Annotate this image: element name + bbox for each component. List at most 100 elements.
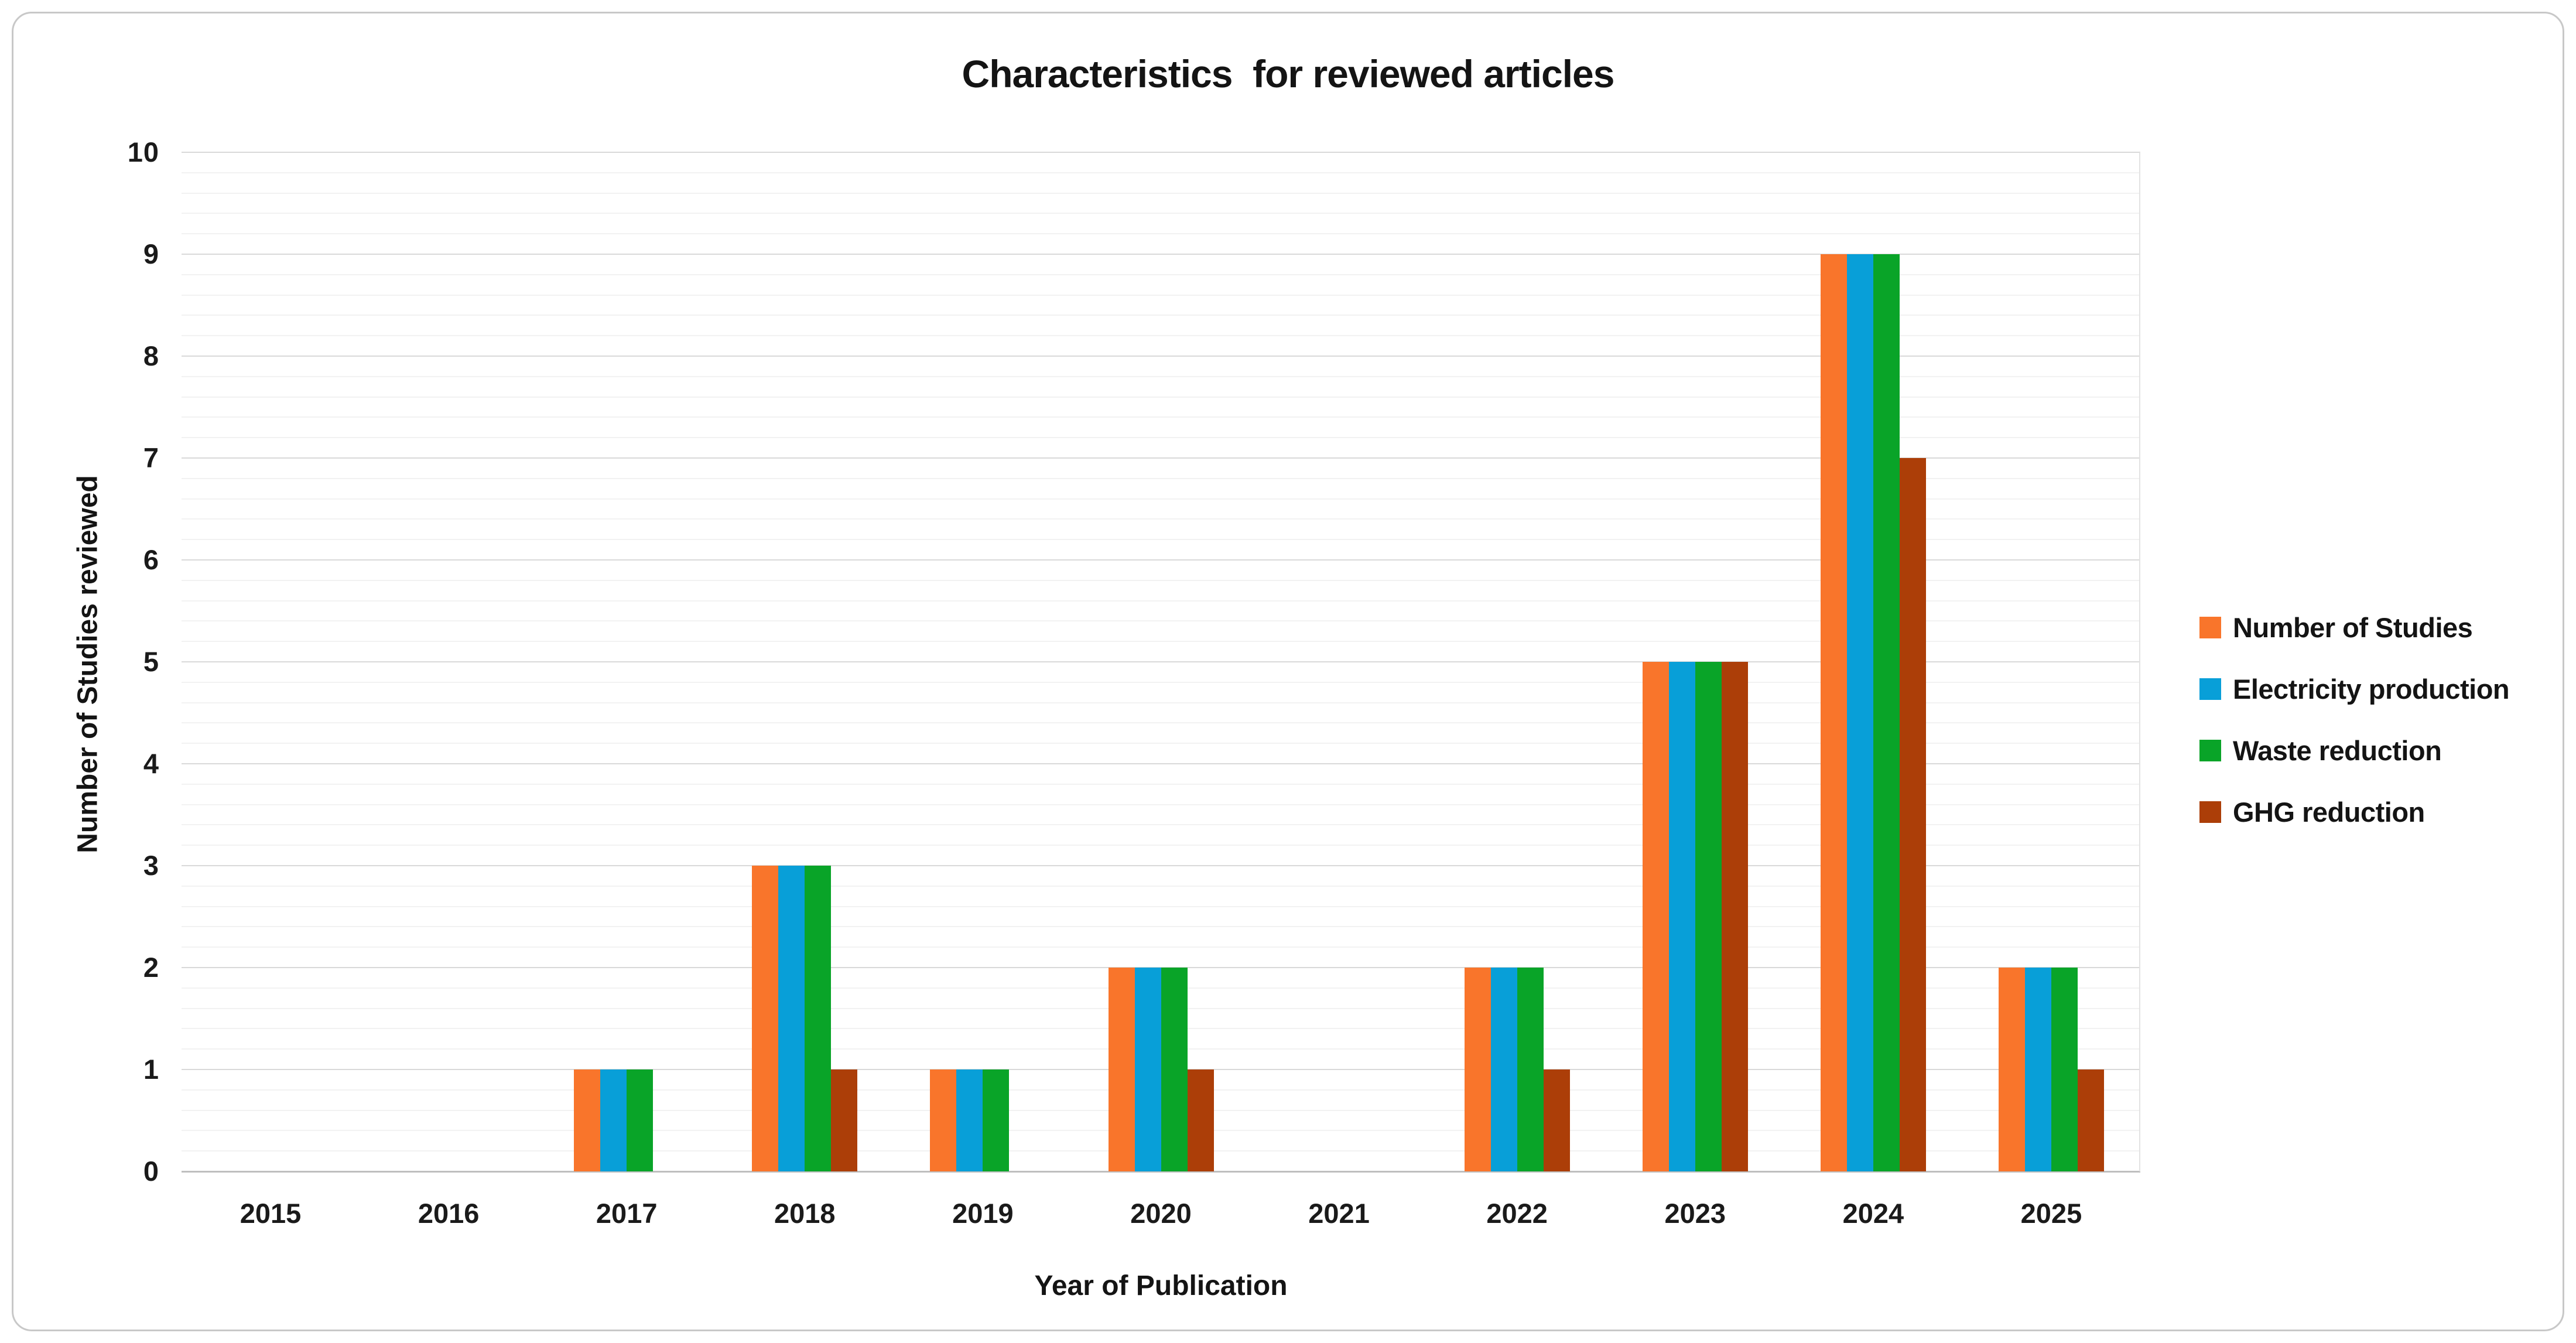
bar-ghg-reduction-2025 [2077, 1069, 2104, 1171]
minor-gridline [182, 905, 2140, 907]
y-tick-label: 8 [143, 340, 159, 371]
minor-gridline [182, 926, 2140, 928]
y-tick-label: 1 [143, 1054, 159, 1085]
bar-number-of-studies-2020 [1108, 968, 1135, 1171]
minor-gridline [182, 620, 2140, 622]
plot-right-edge [2139, 152, 2140, 1171]
minor-gridline [182, 294, 2140, 296]
minor-gridline [182, 335, 2140, 337]
major-gridline [182, 457, 2140, 459]
bar-waste-reduction-2018 [805, 866, 832, 1171]
minor-gridline [182, 396, 2140, 398]
bar-electricity-production-2025 [2024, 968, 2051, 1171]
bar-electricity-production-2020 [1134, 968, 1161, 1171]
x-tick-label: 2020 [1130, 1198, 1192, 1229]
minor-gridline [182, 579, 2140, 581]
bar-waste-reduction-2025 [2051, 968, 2078, 1171]
bar-waste-reduction-2024 [1873, 254, 1900, 1171]
minor-gridline [182, 172, 2140, 173]
minor-gridline [182, 946, 2140, 948]
bar-ghg-reduction-2023 [1721, 662, 1748, 1171]
y-tick-label: 10 [127, 136, 159, 168]
legend-marker-electricity-production [2199, 678, 2221, 700]
x-tick-label: 2022 [1486, 1198, 1548, 1229]
y-tick-label: 6 [143, 544, 159, 575]
x-tick-label: 2018 [774, 1198, 836, 1229]
legend-label: Electricity production [2233, 673, 2510, 705]
minor-gridline [182, 722, 2140, 724]
bar-ghg-reduction-2022 [1543, 1069, 1570, 1171]
major-gridline [182, 254, 2140, 255]
bar-ghg-reduction-2024 [1899, 458, 1926, 1171]
legend-label: GHG reduction [2233, 796, 2425, 828]
y-tick-label: 4 [143, 748, 159, 779]
bar-electricity-production-2023 [1668, 662, 1695, 1171]
minor-gridline [182, 743, 2140, 744]
legend-label: Number of Studies [2233, 611, 2473, 643]
major-gridline [182, 763, 2140, 764]
minor-gridline [182, 274, 2140, 275]
bar-electricity-production-2019 [956, 1069, 983, 1171]
bar-number-of-studies-2022 [1464, 968, 1491, 1171]
bar-waste-reduction-2023 [1695, 662, 1722, 1171]
x-tick-label: 2015 [240, 1198, 302, 1229]
bar-ghg-reduction-2020 [1187, 1069, 1214, 1171]
major-gridline [182, 661, 2140, 662]
minor-gridline [182, 824, 2140, 826]
x-tick-label: 2019 [952, 1198, 1014, 1229]
minor-gridline [182, 498, 2140, 500]
bar-electricity-production-2024 [1846, 254, 1873, 1171]
minor-gridline [182, 192, 2140, 194]
x-tick-label: 2024 [1842, 1198, 1904, 1229]
y-tick-label: 7 [143, 442, 159, 473]
bar-waste-reduction-2022 [1517, 968, 1544, 1171]
minor-gridline [182, 539, 2140, 541]
minor-gridline [182, 437, 2140, 439]
chart-title: Characteristics for reviewed articles [962, 52, 1615, 95]
x-axis-line [182, 1171, 2140, 1173]
bar-electricity-production-2018 [778, 866, 805, 1171]
y-tick-label: 9 [143, 238, 159, 269]
minor-gridline [182, 375, 2140, 377]
minor-gridline [182, 518, 2140, 520]
bar-electricity-production-2022 [1490, 968, 1517, 1171]
minor-gridline [182, 702, 2140, 703]
bar-number-of-studies-2019 [930, 1069, 957, 1171]
minor-gridline [182, 641, 2140, 643]
legend-marker-number-of-studies [2199, 616, 2221, 638]
y-tick-label: 5 [143, 646, 159, 677]
bar-electricity-production-2017 [600, 1069, 627, 1171]
minor-gridline [182, 477, 2140, 479]
minor-gridline [182, 213, 2140, 214]
x-tick-label: 2021 [1308, 1198, 1370, 1229]
legend-item: Number of Studies [2199, 609, 2473, 645]
major-gridline [182, 356, 2140, 357]
y-tick-label: 0 [143, 1156, 159, 1187]
bar-number-of-studies-2024 [1820, 254, 1847, 1171]
major-gridline [182, 559, 2140, 561]
x-tick-label: 2017 [596, 1198, 658, 1229]
legend-label: Waste reduction [2233, 734, 2442, 766]
bar-waste-reduction-2017 [627, 1069, 654, 1171]
bar-number-of-studies-2018 [752, 866, 779, 1171]
minor-gridline [182, 804, 2140, 805]
bar-number-of-studies-2025 [1998, 968, 2025, 1171]
minor-gridline [182, 416, 2140, 418]
x-tick-label: 2025 [2020, 1198, 2082, 1229]
bar-waste-reduction-2019 [983, 1069, 1010, 1171]
minor-gridline [182, 885, 2140, 887]
legend-item: Electricity production [2199, 671, 2510, 707]
bar-waste-reduction-2020 [1161, 968, 1188, 1171]
x-tick-label: 2023 [1664, 1198, 1726, 1229]
bar-number-of-studies-2017 [574, 1069, 601, 1171]
bar-ghg-reduction-2018 [831, 1069, 858, 1171]
minor-gridline [182, 845, 2140, 846]
minor-gridline [182, 315, 2140, 316]
y-tick-label: 3 [143, 850, 159, 881]
minor-gridline [182, 233, 2140, 235]
x-axis-title: Year of Publication [1034, 1270, 1288, 1301]
legend-marker-ghg-reduction [2199, 801, 2221, 823]
major-gridline [182, 152, 2140, 153]
